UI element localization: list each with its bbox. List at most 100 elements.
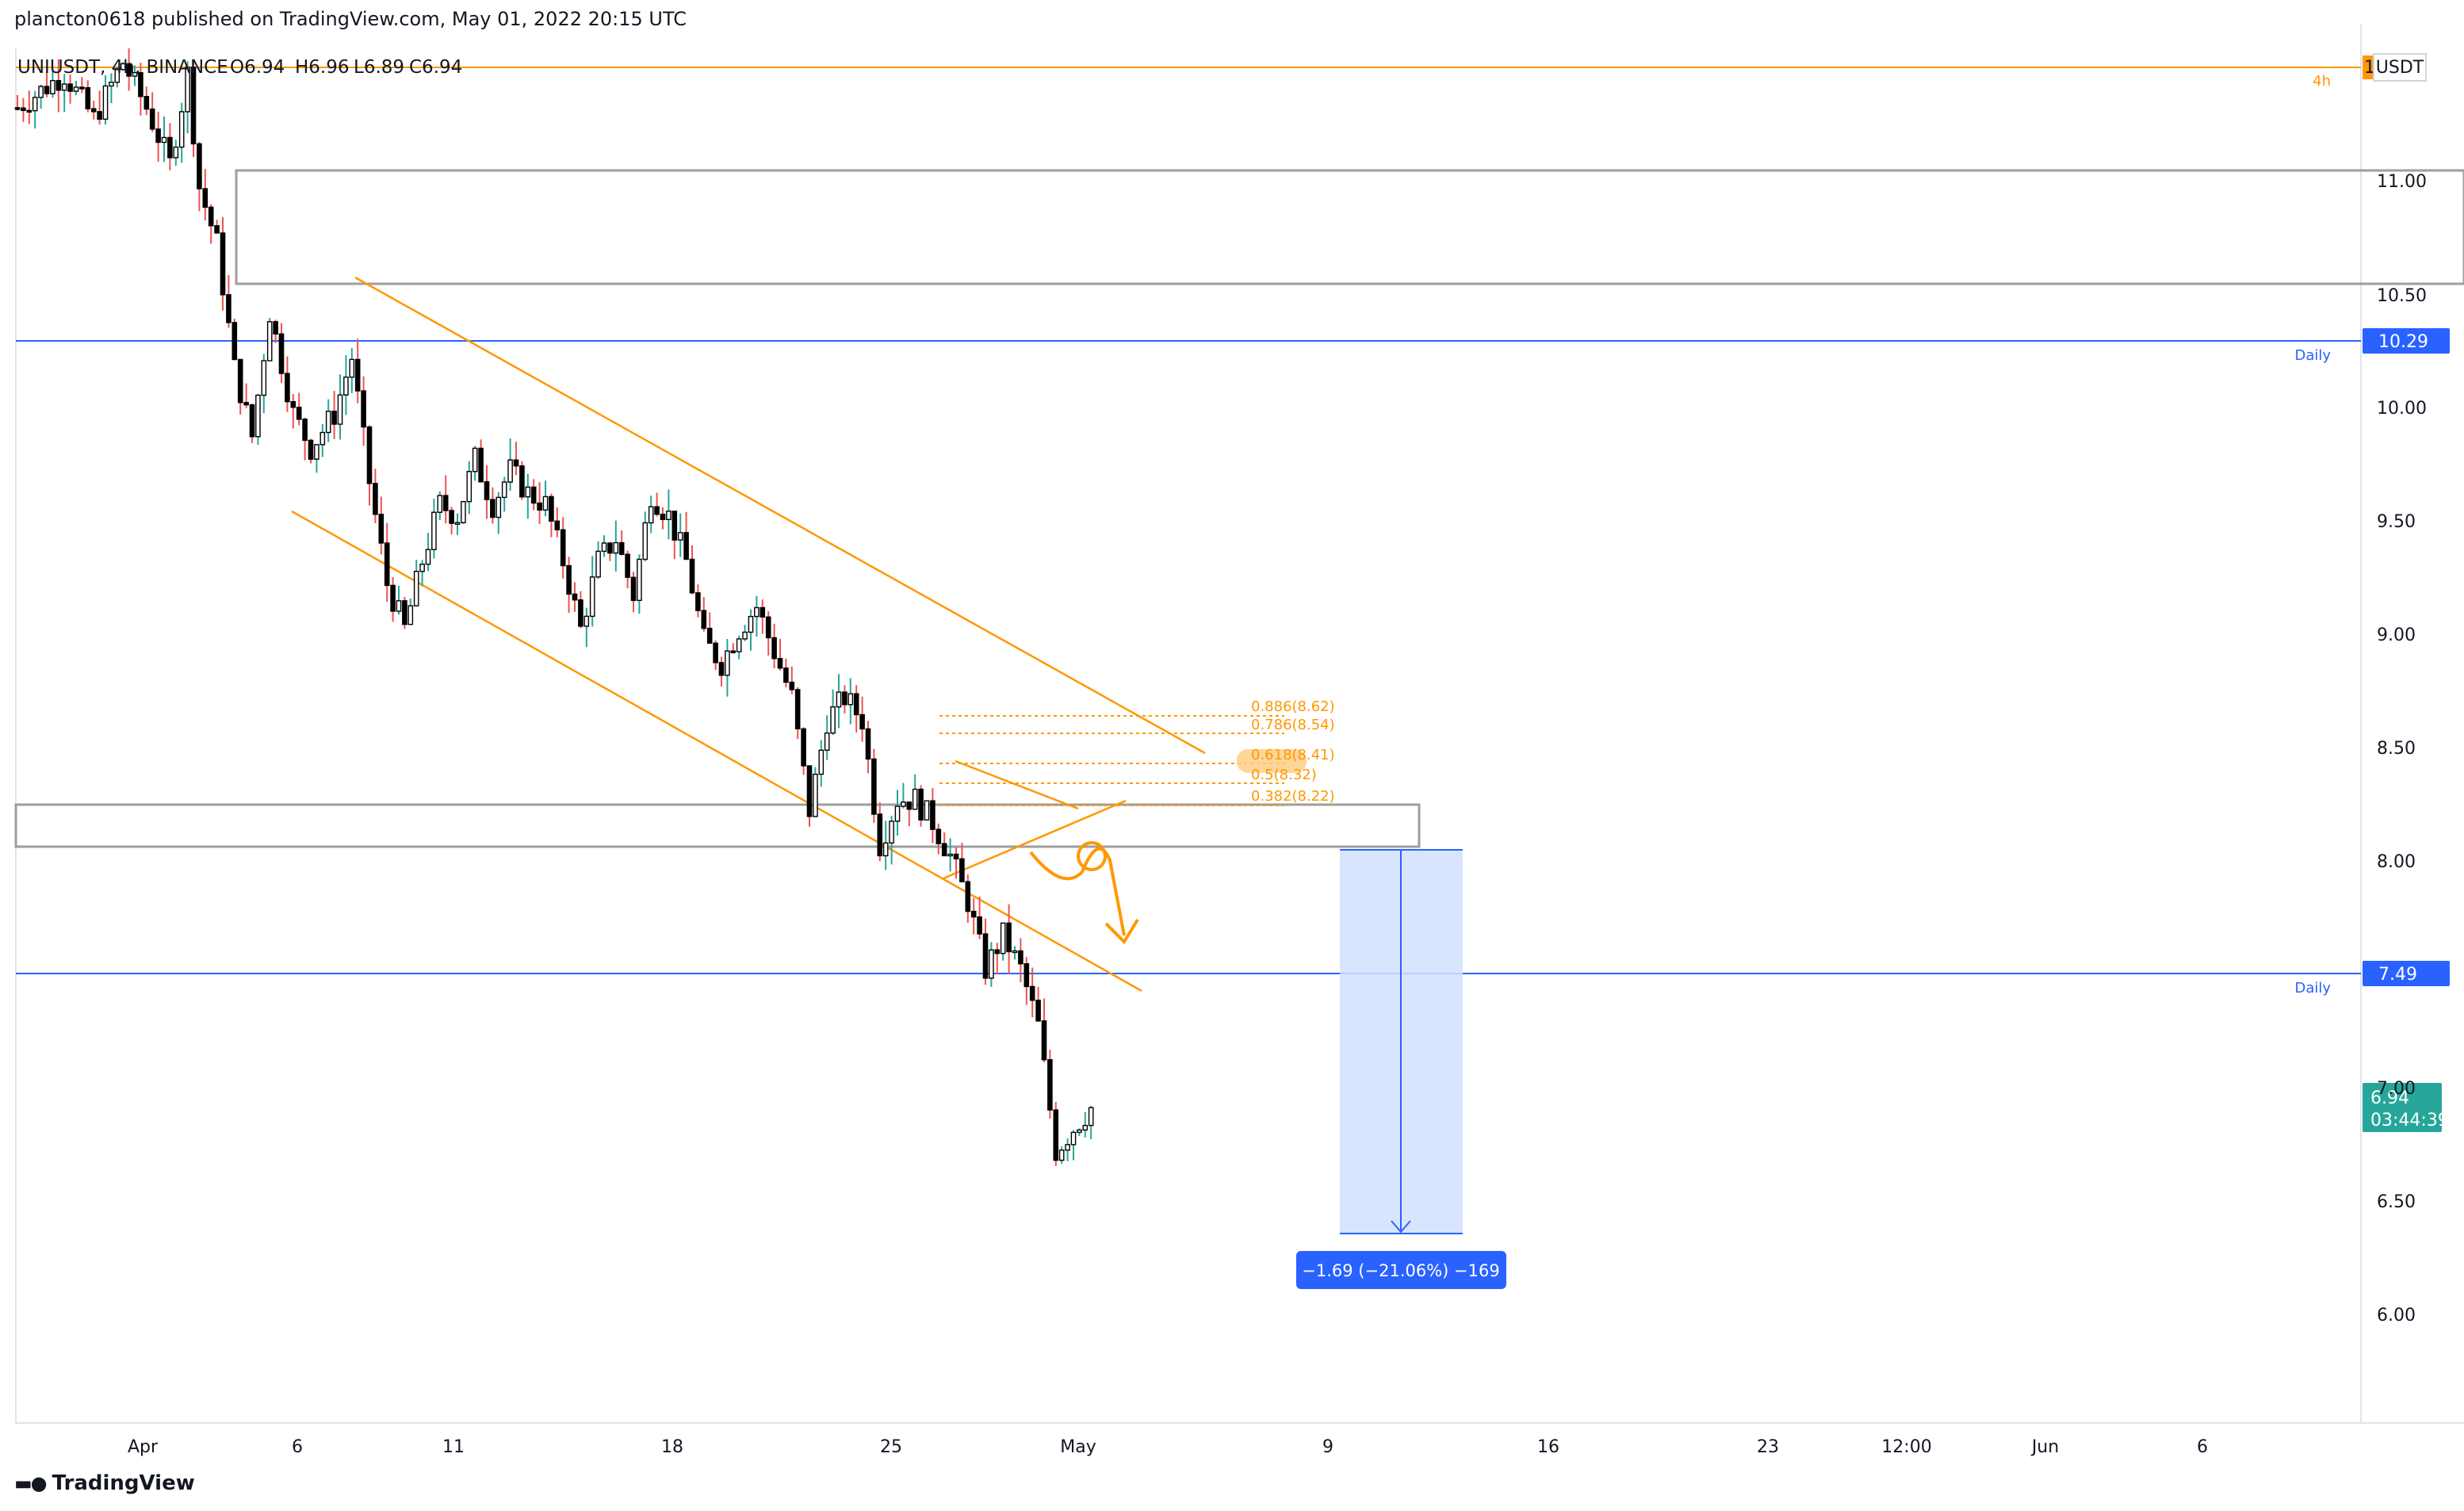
candle-body <box>941 843 947 857</box>
candle-body <box>1012 950 1018 954</box>
y-tick: 6.00 <box>2377 1306 2416 1325</box>
candle-body <box>79 86 85 90</box>
candle-body <box>989 949 994 979</box>
candle-body <box>666 511 671 520</box>
candle-body <box>1047 1059 1053 1111</box>
candle-body <box>396 600 402 612</box>
candle-body <box>537 502 542 511</box>
candle-body <box>349 358 355 378</box>
candle-body <box>701 610 707 629</box>
candle-body <box>354 358 361 392</box>
candle-body <box>935 828 942 844</box>
candle-body <box>255 394 261 438</box>
x-tick: 16 <box>1537 1437 1559 1457</box>
candle-body <box>378 514 385 544</box>
candle-body <box>882 842 889 857</box>
candle-body <box>525 486 531 498</box>
x-tick: 23 <box>1757 1437 1779 1457</box>
symbol-legend[interactable]: UNIUSDT, 4h, BINANCE O6.94 H6.96 L6.89 C… <box>17 57 462 78</box>
candle-body <box>243 402 249 406</box>
candle-body <box>61 83 67 91</box>
last-price-tag <box>2363 1083 2442 1132</box>
fib-label: 0.618(8.41) <box>1251 747 1335 763</box>
x-tick: 18 <box>661 1437 683 1457</box>
candle-body <box>361 390 366 428</box>
candle-body <box>824 732 830 752</box>
currency-label: USDT <box>2376 58 2424 78</box>
daily-tag-lower-text: 7.49 <box>2378 965 2417 985</box>
channel-upper-line[interactable] <box>354 276 1206 755</box>
candle-body <box>442 495 449 511</box>
candle-body <box>725 650 730 676</box>
candle-body <box>67 83 73 92</box>
projection-path <box>1029 847 1126 936</box>
candle-body <box>671 511 678 541</box>
candle-body <box>21 107 26 112</box>
candle-body <box>507 459 513 483</box>
candle-body <box>1035 1000 1041 1022</box>
candle-body <box>789 681 795 690</box>
candle-body <box>308 439 314 460</box>
wedge-upper-line[interactable] <box>955 759 1079 810</box>
candle-body <box>1082 1124 1089 1131</box>
candle-body <box>642 522 649 560</box>
price-range-measure[interactable]: −1.69 (−21.06%) −169 <box>1296 849 1506 1289</box>
candle-body <box>977 916 982 935</box>
candle-body <box>237 358 243 404</box>
wedge-lower-line[interactable] <box>943 799 1127 880</box>
x-tick: 6 <box>2197 1437 2208 1457</box>
candle-body <box>431 511 437 550</box>
candle-body <box>965 881 971 912</box>
candle-body <box>560 529 566 567</box>
candle-body <box>126 63 132 77</box>
candle-body <box>407 605 414 625</box>
x-tick: 25 <box>880 1437 902 1457</box>
x-tick: Jun <box>2030 1437 2059 1457</box>
candle-body <box>437 495 443 513</box>
candle-body <box>970 910 977 918</box>
tradingview-logo[interactable]: ▬● TradingView <box>14 1471 195 1495</box>
candle-body <box>26 109 33 113</box>
candle-body <box>390 584 396 612</box>
candle-body <box>549 495 554 522</box>
candle-body <box>1058 1150 1065 1161</box>
x-axis[interactable]: Apr 6 11 18 25 May 9 16 23 12:00 Jun 6 <box>128 1437 2208 1457</box>
measure-arrow-head-icon <box>1391 1220 1411 1234</box>
candle-body <box>836 691 842 708</box>
channel-lower-line[interactable] <box>291 510 1142 993</box>
candle-body <box>818 749 825 775</box>
candle-body <box>959 858 965 882</box>
candle-body <box>859 713 865 730</box>
candle-body <box>302 419 308 442</box>
candle-body <box>930 800 935 830</box>
candle-body <box>519 465 525 498</box>
candle-body <box>1053 1109 1059 1161</box>
candle-body <box>478 447 484 483</box>
candle-body <box>607 542 613 554</box>
candle-body <box>331 411 337 425</box>
fibonacci-retracement[interactable]: 0.886(8.62) 0.786(8.54) 0.618(8.41) 0.5(… <box>939 698 1335 806</box>
candle-body <box>1018 950 1023 965</box>
candle-body <box>742 631 748 640</box>
candle-body <box>595 550 601 578</box>
candle-body <box>231 322 238 361</box>
candle-body <box>648 506 654 524</box>
currency-box[interactable] <box>2373 53 2427 82</box>
candle-body <box>114 69 121 83</box>
candle-body <box>319 431 326 446</box>
resistance-zone-lower[interactable] <box>14 803 1421 848</box>
candle-body <box>425 549 431 565</box>
candle-body <box>97 111 102 120</box>
candle-body <box>120 63 126 71</box>
x-tick: May <box>1060 1437 1096 1457</box>
daily-label-upper: Daily <box>2294 347 2331 364</box>
projection-arrow[interactable] <box>1029 841 1139 945</box>
y-axis[interactable]: 11.00 10.50 10.00 9.50 9.00 8.50 8.00 7.… <box>2377 172 2427 1325</box>
fib-highlight <box>1237 749 1307 773</box>
resistance-zone-upper[interactable] <box>235 169 2464 285</box>
candle-body <box>1000 922 1006 954</box>
ohlc-close: C6.94 <box>409 57 462 78</box>
candle-body <box>736 638 742 652</box>
candle-body <box>285 373 290 403</box>
